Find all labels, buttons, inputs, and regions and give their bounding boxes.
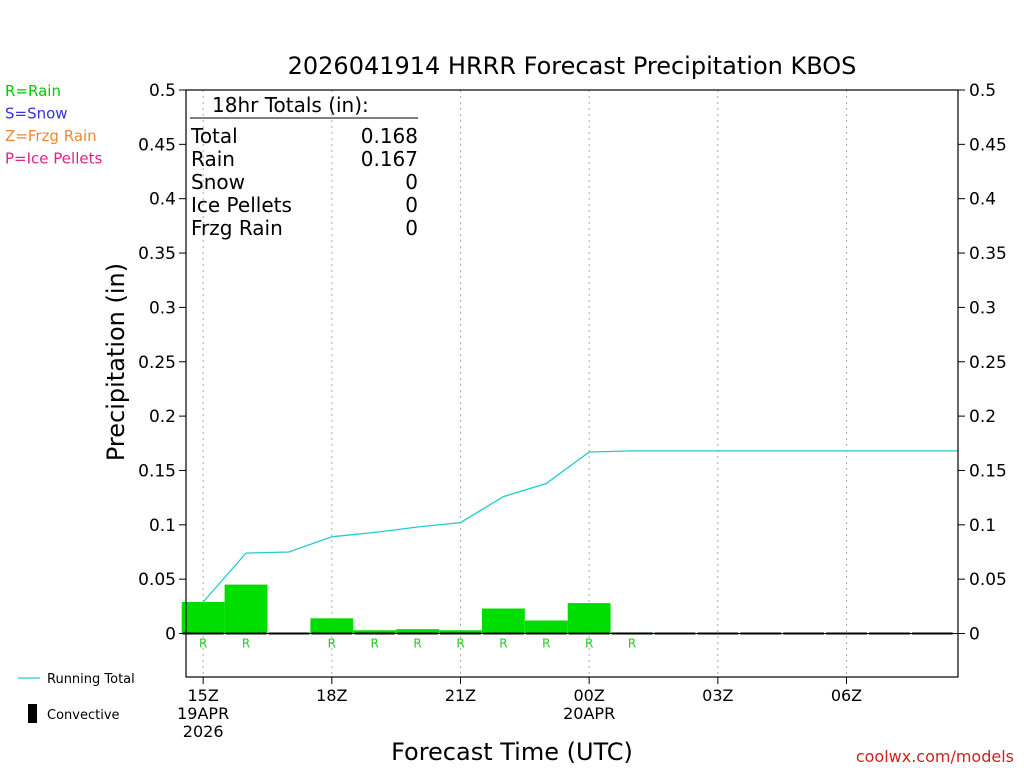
ptype-legend-item: P=Ice Pellets	[5, 150, 102, 168]
totals-row-value: 0	[405, 170, 418, 194]
y-tick-label: 0	[165, 625, 176, 645]
y-tick-label: 0.2	[149, 407, 176, 427]
x-tick-label: 2026	[183, 722, 224, 741]
grid-lines	[202, 90, 847, 677]
precip-bar	[439, 630, 482, 634]
precip-bar	[396, 629, 440, 634]
precip-bar	[310, 618, 354, 634]
x-tick-label: 18Z	[316, 686, 347, 705]
ptype-label: R	[628, 637, 636, 651]
y-tick-label: 0.35	[969, 244, 1007, 264]
ptype-label: R	[499, 637, 507, 651]
y-tick-label: 0.2	[969, 407, 996, 427]
chart-title: 2026041914 HRRR Forecast Precipitation K…	[288, 52, 857, 80]
totals-row-value: 0.168	[361, 124, 418, 148]
x-tick-label: 21Z	[445, 686, 476, 705]
precip-bars	[181, 584, 654, 634]
convective-legend-swatch	[28, 704, 37, 723]
y-tick-label: 0.15	[969, 461, 1007, 481]
ptype-legend-item: R=Rain	[5, 82, 61, 100]
ptype-label: R	[199, 637, 207, 651]
x-tick-label: 00Z	[573, 686, 604, 705]
y-tick-label: 0.25	[969, 353, 1007, 373]
ptype-legend-item: Z=Frzg Rain	[5, 127, 97, 145]
plot-frame	[185, 89, 959, 678]
y-tick-label: 0.05	[138, 570, 176, 590]
totals-box: 18hr Totals (in): Total 0.168 Rain 0.167 Sno…	[190, 93, 418, 240]
precip-bar	[481, 608, 525, 634]
y-tick-label: 0.3	[969, 298, 996, 318]
totals-title: 18hr Totals (in):	[212, 93, 369, 117]
precip-bar	[353, 630, 397, 634]
totals-row-label: Total	[190, 124, 238, 148]
ptype-legend-item: S=Snow	[5, 105, 68, 123]
totals-row-label: Rain	[191, 147, 235, 171]
totals-row-label: Snow	[191, 170, 245, 194]
ptype-legend: R=Rain S=Snow Z=Frzg Rain P=Ice Pellets	[5, 82, 102, 168]
y-tick-label: 0.15	[138, 461, 176, 481]
totals-row-value: 0.167	[361, 147, 418, 171]
ptype-label: R	[585, 637, 593, 651]
convective-legend-label: Convective	[47, 708, 120, 723]
totals-row-label: Ice Pellets	[191, 193, 292, 217]
running-total-legend-label: Running Total	[47, 672, 135, 687]
y-tick-label: 0.4	[969, 190, 996, 210]
ptype-label: R	[371, 637, 379, 651]
y-tick-label: 0.3	[149, 298, 176, 318]
totals-row-label: Frzg Rain	[191, 216, 283, 240]
x-tick-label: 06Z	[831, 686, 862, 705]
ptype-label: R	[542, 637, 550, 651]
ptype-label: R	[242, 637, 250, 651]
y-axis-left: 0 0.05 0.1 0.15 0.2 0.25 0.3 0.35 0.4 0.45 0.5	[138, 81, 186, 645]
y-tick-label: 0.5	[149, 81, 176, 101]
precip-bar	[224, 584, 268, 634]
ptype-label: R	[328, 637, 336, 651]
totals-rows: Total 0.168 Rain 0.167 Snow 0 Ice Pellets 0 Frzg…	[190, 124, 418, 240]
running-total-line	[202, 450, 958, 603]
precip-bar	[181, 601, 225, 634]
y-tick-label: 0.1	[969, 516, 996, 536]
y-tick-label: 0.05	[969, 570, 1007, 590]
y-axis-right: 0 0.05 0.1 0.15 0.2 0.25 0.3 0.35 0.4 0.45 0.5	[958, 81, 1007, 645]
x-tick-label: 03Z	[702, 686, 733, 705]
ptype-label: R	[456, 637, 464, 651]
y-tick-label: 0	[969, 625, 980, 645]
y-tick-label: 0.35	[138, 244, 176, 264]
x-tick-label: 15Z	[187, 686, 218, 705]
x-tick-label: 19APR	[177, 704, 229, 723]
y-tick-label: 0.1	[149, 516, 176, 536]
totals-row-value: 0	[405, 193, 418, 217]
y-tick-label: 0.5	[969, 81, 996, 101]
totals-row-value: 0	[405, 216, 418, 240]
precip-bar	[567, 603, 611, 634]
x-axis-label: Forecast Time (UTC)	[391, 738, 633, 766]
y-tick-label: 0.45	[969, 135, 1007, 155]
precip-bar	[524, 620, 568, 634]
y-tick-label: 0.25	[138, 353, 176, 373]
y-tick-label: 0.4	[149, 190, 176, 210]
y-tick-label: 0.45	[138, 135, 176, 155]
bottom-legend: Running Total Convective	[18, 672, 135, 723]
ptype-label: R	[413, 637, 421, 651]
watermark: coolwx.com/models	[856, 747, 1014, 766]
x-tick-label: 20APR	[563, 704, 615, 723]
y-axis-label: Precipitation (in)	[102, 263, 130, 461]
